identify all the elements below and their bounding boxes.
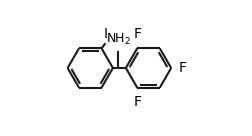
- Text: F: F: [178, 61, 185, 75]
- Text: NH$_2$: NH$_2$: [105, 32, 130, 47]
- Text: F: F: [133, 95, 141, 109]
- Text: I: I: [103, 27, 107, 41]
- Text: F: F: [133, 27, 141, 41]
